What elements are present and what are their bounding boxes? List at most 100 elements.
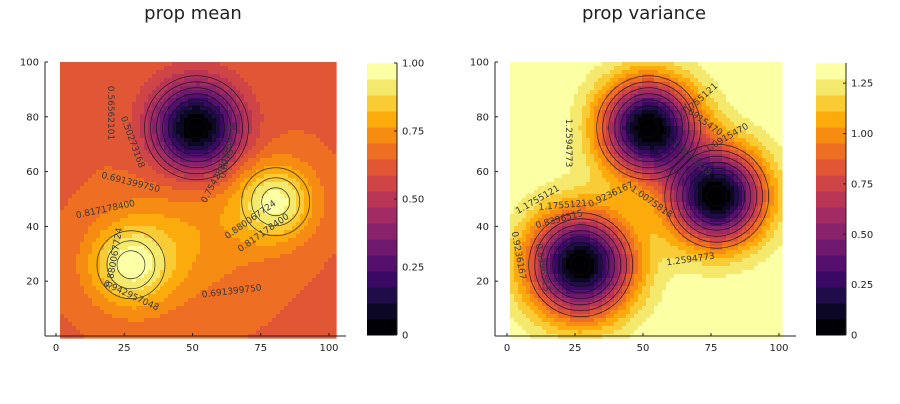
contour-cell — [116, 330, 121, 335]
contour-cell — [292, 134, 297, 139]
contour-cell — [120, 218, 125, 223]
contour-cell — [320, 66, 325, 71]
contour-cell — [268, 330, 273, 335]
contour-cell — [92, 138, 97, 143]
contour-cell — [136, 62, 141, 67]
contour-cell — [296, 162, 301, 167]
contour-cell — [64, 114, 69, 119]
contour-cell — [248, 322, 253, 327]
contour-cell — [200, 310, 205, 315]
contour-cell — [284, 226, 289, 231]
contour-cell — [92, 314, 97, 319]
contour-cell — [132, 282, 137, 287]
contour-cell — [268, 314, 273, 319]
contour-cell — [260, 94, 265, 99]
contour-cell — [172, 266, 177, 271]
contour-cell — [296, 66, 301, 71]
contour-cell — [184, 66, 189, 71]
contour-cell — [188, 278, 193, 283]
contour-cell — [120, 314, 125, 319]
contour-cell — [136, 82, 141, 87]
contour-cell — [64, 322, 69, 327]
contour-cell — [292, 286, 297, 291]
contour-cell — [232, 310, 237, 315]
contour-cell — [674, 66, 679, 71]
contour-cell — [60, 318, 65, 323]
contour-cell — [80, 282, 85, 287]
contour-cell — [124, 314, 129, 319]
contour-cell — [68, 146, 73, 151]
contour-cell — [256, 294, 261, 299]
contour-cell — [180, 146, 185, 151]
contour-cell — [288, 262, 293, 267]
contour-cell — [188, 186, 193, 191]
contour-cell — [316, 82, 321, 87]
contour-cell — [320, 138, 325, 143]
contour-cell — [172, 62, 177, 67]
contour-cell — [140, 98, 145, 103]
contour-cell — [272, 250, 277, 255]
contour-cell — [252, 70, 257, 75]
contour-cell — [328, 282, 333, 287]
contour-cell — [308, 214, 313, 219]
contour-cell — [224, 198, 229, 203]
contour-cell — [324, 258, 329, 263]
contour-cell — [332, 298, 337, 303]
contour-cell — [120, 90, 125, 95]
contour-cell — [208, 258, 213, 263]
contour-cell — [68, 270, 73, 275]
contour-cell — [324, 270, 329, 275]
contour-cell — [264, 314, 269, 319]
contour-cell — [196, 230, 201, 235]
contour-cell — [216, 206, 221, 211]
contour-cell — [264, 78, 269, 83]
contour-cell — [212, 250, 217, 255]
contour-cell — [128, 166, 133, 171]
contour-cell — [272, 306, 277, 311]
contour-cell — [104, 250, 109, 255]
contour-cell — [160, 90, 165, 95]
contour-cell — [212, 218, 217, 223]
contour-cell — [104, 326, 109, 331]
contour-cell — [216, 62, 221, 67]
contour-cell — [176, 310, 181, 315]
contour-cell — [76, 182, 81, 187]
contour-cell — [180, 242, 185, 247]
contour-cell — [332, 214, 337, 219]
contour-cell — [244, 174, 249, 179]
contour-cell — [220, 314, 225, 319]
contour-cell — [72, 258, 77, 263]
contour-cell — [168, 142, 173, 147]
contour-cell — [312, 286, 317, 291]
contour-cell — [60, 66, 65, 71]
contour-cell — [264, 142, 269, 147]
contour-cell — [100, 142, 105, 147]
contour-cell — [160, 322, 165, 327]
contour-cell — [136, 130, 141, 135]
contour-cell — [248, 158, 253, 163]
contour-cell — [68, 282, 73, 287]
contour-cell — [272, 126, 277, 131]
contour-cell — [200, 326, 205, 331]
contour-cell — [100, 82, 105, 87]
contour-cell — [80, 182, 85, 187]
contour-cell — [192, 126, 197, 131]
contour-cell — [300, 322, 305, 327]
contour-cell — [292, 322, 297, 327]
contour-cell — [220, 126, 225, 131]
contour-cell — [184, 90, 189, 95]
contour-cell — [678, 66, 683, 71]
contour-cell — [64, 178, 69, 183]
contour-cell — [132, 246, 137, 251]
contour-cell — [116, 102, 121, 107]
contour-cell — [156, 226, 161, 231]
contour-cell — [148, 70, 153, 75]
contour-cell — [200, 126, 205, 131]
contour-cell — [72, 322, 77, 327]
contour-cell — [284, 246, 289, 251]
contour-cell — [152, 162, 157, 167]
contour-cell — [332, 174, 337, 179]
contour-cell — [240, 306, 245, 311]
contour-cell — [92, 70, 97, 75]
contour-cell — [104, 62, 109, 67]
